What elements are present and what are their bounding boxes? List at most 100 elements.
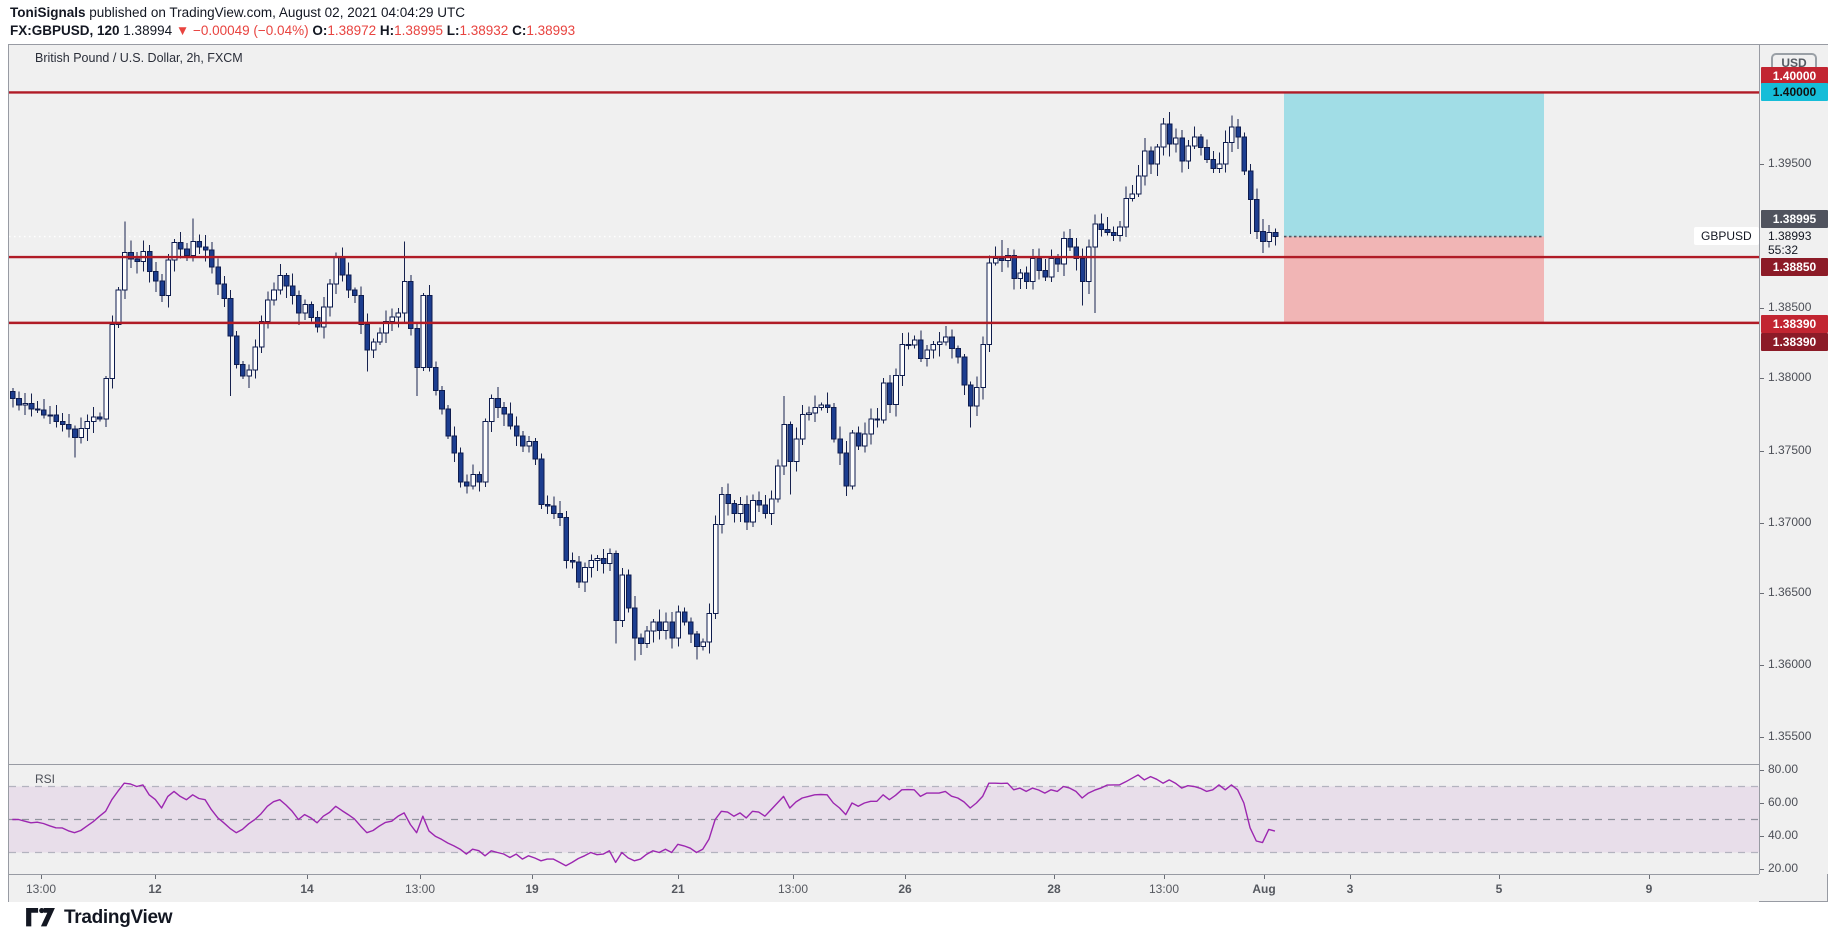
symbol-interval: FX:GBPUSD, 120: [10, 23, 120, 38]
close-label: C:: [512, 23, 527, 38]
time-tick-label: 3: [1346, 882, 1354, 896]
time-tick-mark: [1164, 875, 1165, 879]
candle-body: [296, 295, 302, 314]
time-tick-mark: [1264, 875, 1265, 879]
candle-body: [588, 559, 595, 569]
candle-body: [793, 438, 800, 463]
price-label-box: 1.38390: [1761, 333, 1828, 351]
time-tick-label: 28: [1047, 882, 1061, 896]
candle-body: [799, 413, 806, 440]
axis-tick-mark: [1760, 378, 1764, 379]
brand-name[interactable]: TradingView: [64, 907, 173, 928]
candle-body: [905, 343, 912, 347]
candle-body: [675, 611, 682, 639]
candle-body: [532, 441, 539, 460]
axis-tick-mark: [1760, 665, 1764, 666]
time-tick-label: 21: [671, 882, 685, 896]
candle-body: [1092, 223, 1098, 248]
candle-body: [1173, 137, 1179, 145]
profit-zone: [1284, 92, 1544, 237]
candle-body: [1204, 147, 1210, 161]
axis-tick-mark: [1760, 308, 1764, 309]
loss-zone: [1284, 236, 1544, 323]
pane-separator[interactable]: [9, 764, 1759, 765]
candle-body: [1086, 246, 1092, 282]
chart-panel: British Pound / U.S. Dollar, 2h, FXCM GB…: [8, 44, 1828, 902]
rsi-indicator-label[interactable]: RSI: [35, 772, 56, 786]
candle-body: [1011, 255, 1018, 280]
publish-text: published on TradingView.com, August 02,…: [85, 5, 466, 20]
candle-body: [308, 303, 315, 319]
candle-body: [930, 343, 937, 351]
time-tick-label: 26: [898, 882, 912, 896]
time-tick-label: Aug: [1252, 882, 1276, 896]
candle-body: [134, 258, 141, 262]
candle-body: [90, 416, 97, 423]
price-chart[interactable]: [9, 45, 1759, 764]
axis-tick-mark: [1760, 737, 1764, 738]
time-tick-label: 14: [300, 882, 314, 896]
candle-body: [949, 336, 955, 349]
rsi-chart[interactable]: [9, 764, 1759, 874]
price-pane[interactable]: GBPUSD: [9, 45, 1759, 764]
candle-body: [768, 498, 775, 514]
candle-body: [289, 285, 296, 297]
candle-body: [265, 299, 271, 322]
candle-body: [1098, 223, 1105, 230]
candle-body: [513, 425, 520, 437]
candle-body: [1166, 123, 1173, 145]
price-label-box: 1.38390: [1761, 315, 1828, 333]
time-scale[interactable]: 13:00 12 14 13:00 19 21 13:00 26 28 13:00 Aug 3 5 9: [9, 874, 1759, 902]
low-label: L:: [446, 23, 460, 38]
footer: TradingView: [26, 907, 173, 929]
candle-body: [426, 295, 433, 368]
candle-body: [401, 280, 408, 314]
candle-body: [663, 621, 669, 632]
candle-body: [625, 574, 632, 609]
candle-body: [669, 621, 675, 639]
publish-info: ToniSignals published on TradingView.com…: [10, 4, 575, 21]
candle-body: [1117, 226, 1123, 237]
candle-body: [569, 559, 576, 563]
candle-body: [1042, 270, 1049, 278]
candle-body: [246, 369, 252, 377]
candle-body: [974, 386, 980, 407]
candle-body: [1241, 136, 1248, 172]
candle-body: [719, 494, 725, 526]
candle-body: [153, 270, 159, 282]
candle-body: [72, 428, 78, 438]
price-scale[interactable]: USD 1.40000 1.40000 1.38995 1.38850 1.38390 1…: [1759, 45, 1828, 875]
time-tick-mark: [1649, 875, 1650, 879]
candle-body: [283, 275, 290, 287]
chart-legend[interactable]: British Pound / U.S. Dollar, 2h, FXCM: [35, 51, 243, 65]
candle-body: [1254, 199, 1260, 232]
candle-body: [470, 474, 476, 487]
time-tick-label: 19: [525, 882, 539, 896]
time-tick-label: 9: [1645, 882, 1653, 896]
time-tick-label: 13:00: [777, 882, 809, 896]
candle-body: [1079, 257, 1086, 282]
candle-body: [600, 558, 607, 564]
candle-body: [1185, 145, 1192, 162]
candle-body: [352, 289, 358, 297]
candle-body: [1073, 246, 1080, 259]
candle-body: [1160, 123, 1167, 148]
candle-body: [998, 257, 1005, 262]
candle-body: [476, 474, 483, 483]
candle-body: [507, 413, 514, 427]
candle-body: [1129, 193, 1136, 199]
candle-body: [78, 427, 85, 438]
candle-body: [831, 406, 837, 440]
candle-body: [1023, 272, 1030, 282]
candle-body: [376, 332, 383, 343]
candle-body: [918, 339, 924, 360]
candle-body: [53, 414, 60, 423]
candle-body: [408, 280, 414, 330]
time-tick-label: 13:00: [404, 882, 436, 896]
candle-body: [731, 503, 738, 514]
candle-body: [16, 398, 22, 406]
candle-body: [1123, 197, 1129, 228]
axis-tick-label: 40.00: [1768, 828, 1799, 842]
candle-body: [576, 561, 582, 583]
